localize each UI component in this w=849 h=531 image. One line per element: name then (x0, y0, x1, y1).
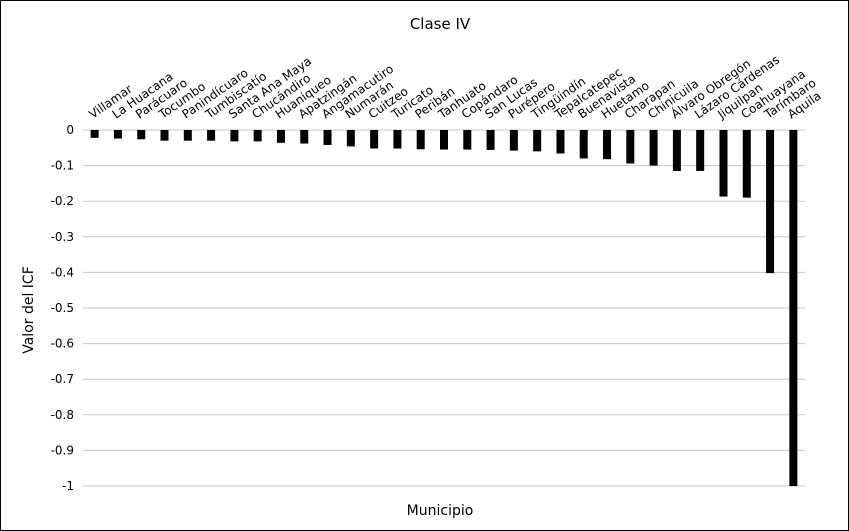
bar (253, 130, 262, 142)
y-tick-label: -1 (62, 479, 74, 493)
bar (323, 130, 332, 145)
bar (603, 130, 612, 160)
bar (440, 130, 448, 150)
bar (672, 130, 681, 171)
bar (649, 130, 658, 166)
bar (300, 130, 309, 144)
y-tick-labels: 0 -0.1 -0.2 -0.3 -0.4 -0.5 -0.6 -0.7 -0.8 -0.9 -1 (51, 123, 74, 493)
y-tick-label: -0.4 (51, 265, 74, 279)
bar (346, 130, 355, 147)
gridlines (83, 129, 805, 487)
bar (626, 130, 635, 164)
bar (393, 130, 402, 149)
bar (230, 130, 239, 142)
y-tick-label: 0 (66, 123, 74, 137)
bar (766, 130, 775, 274)
y-tick-label: -0.8 (51, 408, 74, 422)
bars (90, 130, 798, 486)
bar (183, 130, 192, 141)
bar (719, 130, 728, 197)
bar (556, 130, 565, 154)
bar (789, 130, 798, 486)
bar (113, 130, 122, 139)
bar (416, 130, 425, 150)
bar (509, 130, 518, 151)
bar (486, 130, 495, 150)
y-tick-label: -0.1 (51, 159, 74, 173)
chart-title: Clase IV (410, 15, 471, 33)
bar (207, 130, 216, 141)
bar (533, 130, 542, 152)
y-tick-label: -0.6 (51, 337, 74, 351)
bar (90, 130, 99, 138)
bar (137, 130, 146, 140)
y-tick-label: -0.3 (51, 230, 74, 244)
y-axis-label: Valor del ICF (21, 266, 37, 354)
y-tick-label: -0.2 (51, 194, 74, 208)
bar (696, 130, 705, 171)
bar (742, 130, 751, 198)
bar (276, 130, 285, 143)
bar (463, 130, 472, 150)
y-tick-label: -0.9 (51, 443, 74, 457)
bar (370, 130, 379, 149)
x-axis-label: Municipio (407, 503, 474, 519)
bar (579, 130, 588, 159)
bar (160, 130, 169, 141)
y-tick-label: -0.7 (51, 372, 74, 386)
y-tick-label: -0.5 (51, 301, 74, 315)
